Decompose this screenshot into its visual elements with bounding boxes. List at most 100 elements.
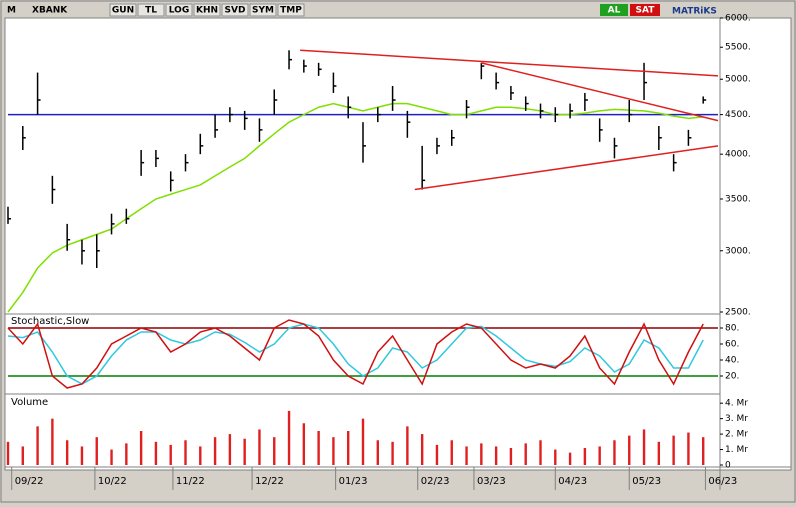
toolbar-button[interactable] [193,3,221,17]
volume-bar [376,440,379,465]
volume-bar [51,418,54,465]
y-tick-label: 40. [725,356,739,366]
y-tick-label: 1. Mr [725,445,748,455]
volume-bar [672,435,675,465]
volume-bar [287,410,291,465]
volume-bar [169,444,172,465]
volume-bar [258,429,261,465]
x-tick-label: 04/23 [558,476,587,487]
y-tick-label: 20. [725,372,739,382]
trend-line [300,49,719,77]
y-tick-label: 6000. [725,14,751,24]
volume-bar [465,446,468,465]
volume-bar [598,446,601,465]
trend-line [481,62,719,122]
volume-bar [184,440,187,465]
y-tick-label: 2. Mr [725,430,748,440]
y-tick-label: 2500. [725,308,751,318]
volume-bar [110,449,113,465]
m-label: M [7,6,16,16]
volume-bar [494,446,498,465]
volume-bar [539,440,542,465]
sell-bg[interactable] [630,4,660,16]
volume-bar [583,448,587,465]
volume-bar [509,448,513,465]
stoch-line [7,323,704,385]
trend-line [414,145,719,191]
y-tick-label: 4500. [725,110,751,120]
volume-bar [302,423,306,465]
y-tick-label: 3500. [725,195,751,205]
volume-bar [80,446,84,465]
volume-bar [332,437,335,465]
volume-bar [687,432,690,465]
volume-bar [139,431,143,465]
volume-bar [347,431,350,465]
toolbar-button[interactable] [221,3,249,17]
y-tick-label: 5500. [725,43,751,53]
toolbar-button-label[interactable]: LOG [169,6,189,16]
x-tick-label: 05/23 [632,476,661,487]
x-tick-label: 06/23 [708,476,737,487]
stoch-line [7,319,704,389]
y-tick-label: 3000. [725,246,751,256]
y-tick-label: 0 [725,461,731,471]
volume-bar [213,437,217,465]
x-tick-label: 03/23 [477,476,506,487]
y-tick-label: 80. [725,324,739,334]
y-tick-label: 3. Mr [725,414,748,424]
toolbar-button-label[interactable]: SYM [252,6,274,16]
volume-bar [36,426,39,465]
toolbar-button-label[interactable]: TL [145,6,157,16]
volume-bar [199,446,202,465]
brand: MATRiKS [672,7,717,17]
toolbar-button[interactable] [109,3,137,17]
volume-bar [154,441,158,465]
toolbar-button[interactable] [165,3,193,17]
toolbar-button[interactable] [249,3,277,17]
y-tick-label: 4000. [725,150,751,160]
volume-bar [450,440,453,465]
volume-bar [524,443,527,465]
volume-bar [642,429,646,465]
volume-bar [568,452,572,465]
y-tick-label: 60. [725,340,739,350]
x-tick-label: 12/22 [255,476,284,487]
volume-bar [391,441,394,465]
volume-bar [317,431,320,465]
y-tick-label: 5000. [725,75,751,85]
x-tick-label: 11/22 [176,476,205,487]
toolbar-button[interactable] [137,3,165,17]
x-tick-label: 10/22 [98,476,127,487]
volume-bar [228,434,232,465]
moving-average [7,102,704,313]
toolbar-button-label[interactable]: SVD [225,6,246,16]
panel-title: Stochastic,Slow [11,316,89,327]
volume-bar [95,437,98,465]
buy-bg[interactable] [600,4,628,16]
volume-bar [6,441,10,465]
volume-bar [65,440,69,465]
volume-bar [125,443,128,465]
symbol[interactable]: XBANK [32,6,68,16]
x-tick-label: 02/23 [421,476,450,487]
volume-bar [657,441,661,465]
volume-bar [435,444,439,465]
toolbar: M XBANK AL SAT MATRiKS [7,4,717,17]
plot-bg [4,17,792,471]
volume-bar [702,437,705,465]
toolbar-button[interactable] [277,3,305,17]
y-tick-label: 4. Mr [725,399,748,409]
volume-bar [420,434,424,465]
toolbar-button-label[interactable]: KHN [196,6,218,16]
panel-title: Volume [11,397,48,408]
toolbar-button-label[interactable]: GUN [112,6,134,16]
volume-bar [406,426,409,465]
volume-bar [243,438,246,465]
volume-bar [480,443,483,465]
buy[interactable]: AL [608,6,621,16]
sell[interactable]: SAT [636,6,656,16]
toolbar-button-label[interactable]: TMP [280,6,302,16]
